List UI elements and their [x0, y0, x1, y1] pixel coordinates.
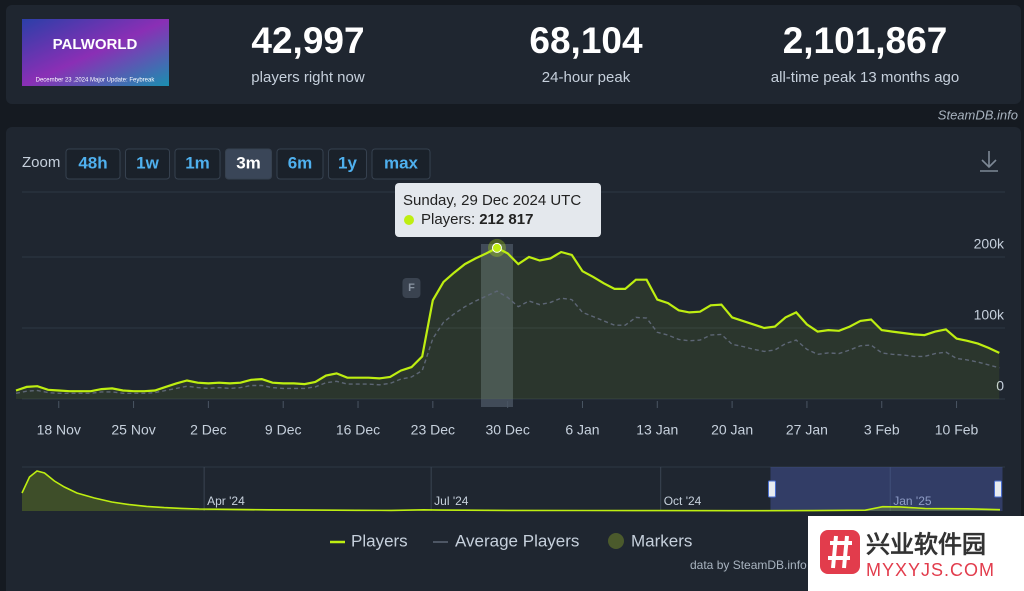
x-tick-label: 6 Jan [565, 422, 599, 438]
zoom-button[interactable] [371, 148, 431, 180]
marker-label: F [408, 282, 415, 294]
x-tick-label: 3 Feb [864, 422, 900, 438]
navigator-handle[interactable] [994, 480, 1003, 498]
stat-label: all-time peak 13 months ago [771, 69, 959, 86]
navigator-area [22, 471, 1001, 511]
navigator-tick-label: Oct '24 [664, 494, 702, 508]
zoom-button-label[interactable]: 1m [185, 153, 210, 172]
x-tick-label: 18 Nov [37, 422, 81, 438]
players-line [15, 246, 1000, 393]
x-tick-label: 13 Jan [636, 422, 678, 438]
watermark-title: 兴业软件园 [866, 530, 986, 558]
zoom-button-label[interactable]: 1w [136, 153, 159, 172]
zoom-button-label[interactable]: 6m [288, 153, 313, 172]
zoom-button-label[interactable]: 3m [236, 153, 261, 172]
navigator-handle[interactable] [767, 480, 776, 498]
x-tick-label: 27 Jan [786, 422, 828, 438]
stats-panel [6, 5, 1021, 104]
hover-band [480, 244, 513, 407]
tooltip-series: Players: [421, 211, 475, 228]
x-tick-label: 20 Jan [711, 422, 753, 438]
zoom-button[interactable] [276, 148, 324, 180]
x-tick-label: 16 Dec [336, 422, 380, 438]
zoom-label: Zoom [22, 154, 60, 171]
zoom-buttons: 48h 1w 1m 3m 6m 1y max [65, 148, 431, 180]
tooltip-title: Sunday, 29 Dec 2024 UTC [403, 192, 581, 209]
zoom-button[interactable] [65, 148, 121, 180]
zoom-button[interactable] [125, 148, 170, 180]
average-line [15, 290, 1000, 394]
zoom-button-label[interactable]: 1y [338, 153, 357, 172]
x-tick-label: 25 Nov [111, 422, 155, 438]
stat-value: 2,101,867 [783, 20, 948, 61]
navigator-tick-label: Jul '24 [434, 494, 469, 508]
y-tick-label: 0 [996, 378, 1004, 394]
zoom-button-label[interactable]: 48h [78, 153, 107, 172]
marker-badge [402, 278, 421, 298]
navigator: Apr '24 Jul '24 Oct '24 Jan '25 [21, 466, 1005, 512]
tooltip-dot [404, 215, 414, 225]
legend-label[interactable]: Markers [631, 531, 692, 550]
source: SteamDB.info [938, 107, 1018, 122]
legend-label[interactable]: Average Players [455, 531, 579, 550]
legend-swatch [608, 533, 624, 549]
logo [22, 19, 169, 86]
y-tick-label: 200k [974, 236, 1005, 252]
navigator-selection [770, 467, 1003, 511]
x-tick-label: 9 Dec [265, 422, 302, 438]
hover-point [491, 242, 502, 253]
navigator-line [21, 470, 1001, 512]
stat-value: 42,997 [251, 20, 364, 61]
credit: data by SteamDB.info [690, 558, 807, 572]
logo-caption: December 23 ,2024 Major Update: Feybreak [36, 78, 156, 84]
y-tick-label: 100k [974, 307, 1005, 323]
navigator-tick-label: Apr '24 [207, 494, 245, 508]
watermark-icon [820, 530, 860, 574]
zoom-button-label[interactable]: max [384, 153, 419, 172]
zoom-button[interactable] [328, 148, 367, 180]
players-area [16, 247, 1000, 399]
tooltip-value: 212 817 [479, 211, 533, 228]
x-tick-label: 30 Dec [485, 422, 529, 438]
x-tick-label: 23 Dec [411, 422, 455, 438]
navigator-tick-label: Jan '25 [893, 494, 932, 508]
x-tick-label: 10 Feb [935, 422, 979, 438]
download-icon[interactable] [980, 151, 998, 172]
stat-label: 24-hour peak [542, 69, 631, 86]
tooltip-label: Players: 212 817 [421, 211, 533, 228]
legend: Players Average Players Markers [330, 531, 692, 550]
watermark-url: MYXYJS.COM [866, 560, 995, 580]
stat-label: players right now [251, 69, 365, 86]
x-tick-label: 2 Dec [190, 422, 227, 438]
legend-label[interactable]: Players [351, 531, 408, 550]
zoom-button[interactable] [174, 148, 221, 180]
stat-value: 68,104 [529, 20, 643, 61]
zoom-button[interactable] [225, 148, 272, 180]
logo-title: PALWORLD [53, 36, 138, 53]
chart-panel [6, 127, 1021, 591]
plot: 0 100k 200k 18 Nov 25 Nov 2 Dec 9 Dec 16 Dec 23 … [15, 183, 1005, 438]
watermark-glyph [828, 535, 852, 569]
tooltip [395, 183, 601, 237]
